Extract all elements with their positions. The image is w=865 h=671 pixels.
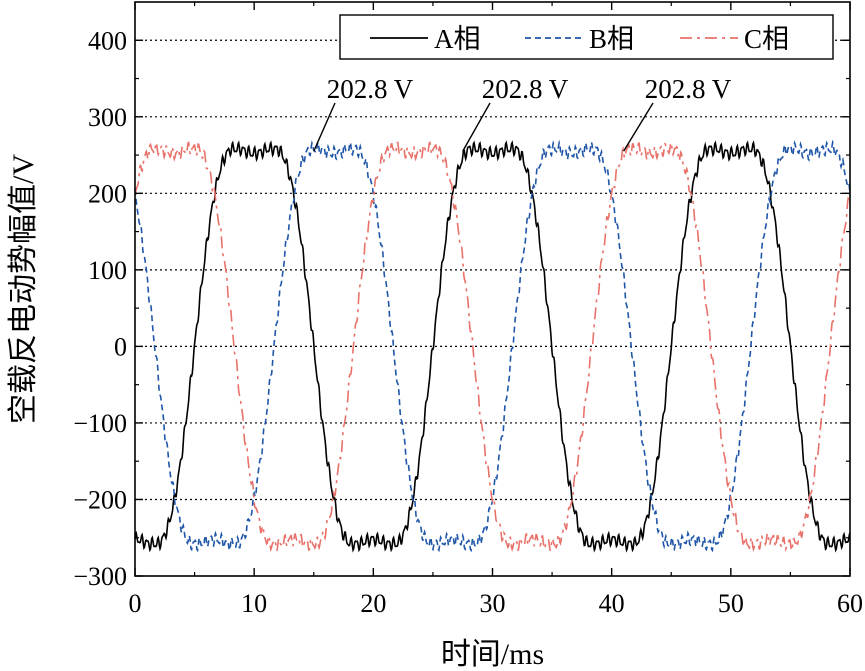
grid-lines	[135, 39, 850, 501]
y-axis-title: 空载反电动势幅值/V	[7, 154, 40, 424]
x-tick-label: 20	[360, 589, 386, 618]
y-tick-label: −200	[73, 485, 127, 514]
y-tick-label: 0	[114, 332, 127, 361]
annotation-label: 202.8 V	[482, 74, 569, 104]
legend: A相 B相 C相	[339, 14, 834, 60]
x-tick-label: 60	[837, 589, 863, 618]
x-tick-label: 0	[129, 589, 142, 618]
series-line-3	[134, 141, 851, 553]
series-line-2	[134, 139, 851, 553]
annotation-leader	[313, 102, 336, 152]
y-tick-label: 200	[88, 179, 127, 208]
y-tick-label: 100	[88, 256, 127, 285]
x-tick-label: 50	[718, 589, 744, 618]
x-tick-label: 10	[241, 589, 267, 618]
x-tick-label: 40	[599, 589, 625, 618]
x-tick-label: 30	[480, 589, 506, 618]
tick-labels-group: −300 −200 −100 0 100 200 300 400 0 10 20 30 40 50 60	[73, 26, 863, 618]
legend-label-2: B相	[589, 24, 634, 54]
annotations-group: 202.8 V 202.8 V 202.8 V	[313, 74, 732, 152]
series-line-1	[134, 140, 851, 553]
annotation-leader	[462, 102, 491, 152]
annotation-leader	[622, 102, 654, 152]
y-tick-label: 300	[88, 103, 127, 132]
legend-box	[339, 14, 834, 60]
y-tick-label: −300	[73, 562, 127, 591]
annotation-label: 202.8 V	[327, 74, 414, 104]
y-tick-label: −100	[73, 409, 127, 438]
y-tick-label: 400	[88, 26, 127, 55]
legend-label-3: C相	[744, 24, 789, 54]
x-axis-title: 时间/ms	[441, 638, 544, 671]
series-group	[134, 139, 851, 553]
annotation-label: 202.8 V	[645, 74, 732, 104]
legend-label-1: A相	[434, 24, 481, 54]
ticks-group	[134, 2, 851, 577]
